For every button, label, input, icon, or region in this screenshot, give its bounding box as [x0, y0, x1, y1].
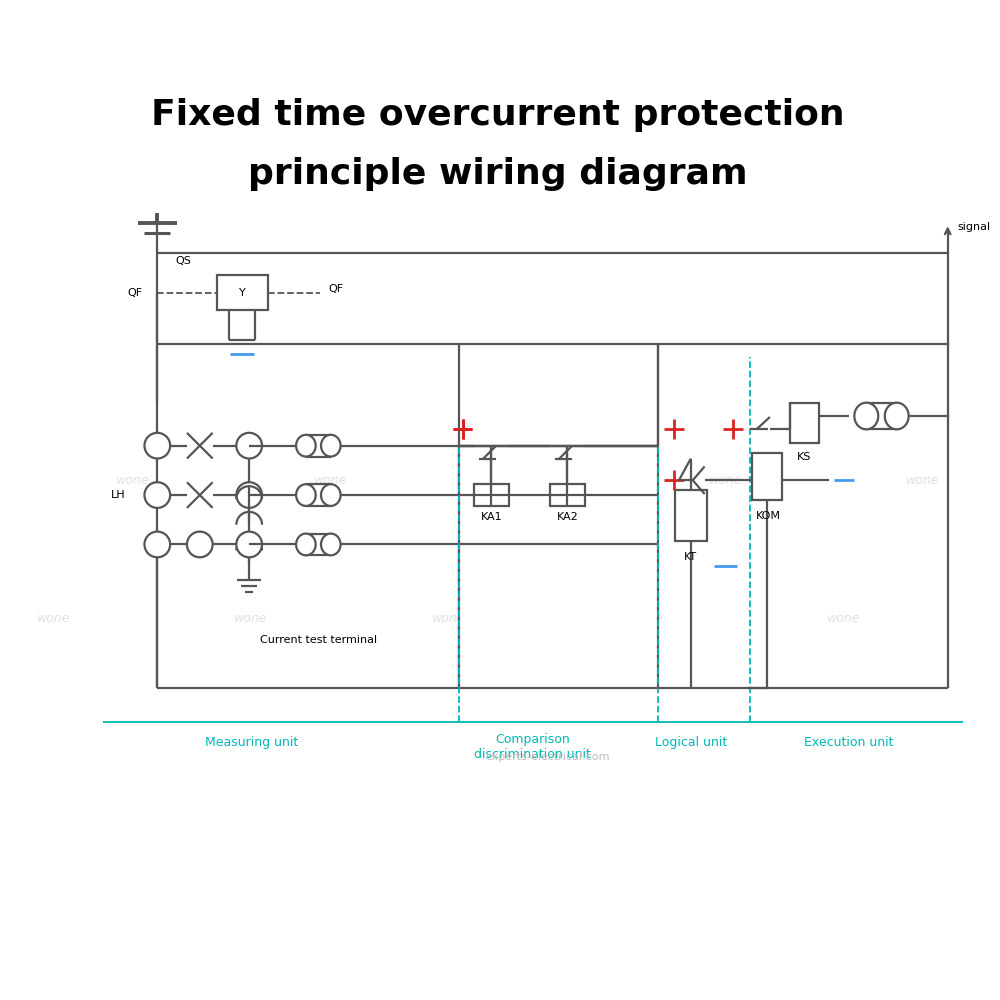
Text: QS: QS: [175, 256, 191, 266]
Text: KA1: KA1: [480, 512, 502, 522]
Text: wone: wone: [827, 612, 861, 625]
Text: QF: QF: [127, 288, 142, 298]
Text: Current test terminal: Current test terminal: [260, 635, 377, 645]
Text: principle wiring diagram: principle wiring diagram: [248, 157, 748, 191]
Bar: [474, 484, 509, 506]
Text: Comparison
discrimination unit: Comparison discrimination unit: [474, 733, 591, 761]
Ellipse shape: [321, 534, 341, 555]
Text: wone: wone: [116, 474, 149, 487]
Text: signal: signal: [958, 222, 991, 232]
Ellipse shape: [296, 534, 316, 555]
Ellipse shape: [854, 403, 878, 429]
Text: KS: KS: [797, 452, 812, 462]
Text: wone: wone: [234, 612, 268, 625]
Ellipse shape: [296, 484, 316, 506]
Bar: [675, 490, 707, 541]
Text: Measuring unit: Measuring unit: [205, 736, 298, 749]
Text: LH: LH: [111, 490, 126, 500]
Text: wone: wone: [709, 474, 742, 487]
Text: wone: wone: [432, 612, 466, 625]
Text: QF: QF: [328, 284, 343, 294]
Text: Logical unit: Logical unit: [655, 736, 727, 749]
Bar: [752, 453, 782, 500]
Ellipse shape: [296, 435, 316, 457]
Text: Y: Y: [239, 288, 246, 298]
Text: wone: wone: [630, 612, 663, 625]
Ellipse shape: [885, 403, 909, 429]
Circle shape: [236, 532, 262, 557]
Circle shape: [187, 532, 213, 557]
Circle shape: [144, 482, 170, 508]
Circle shape: [236, 482, 262, 508]
Text: Execution unit: Execution unit: [804, 736, 894, 749]
Bar: [217, 275, 268, 310]
Text: KT: KT: [684, 552, 697, 562]
Text: Fixed time overcurrent protection: Fixed time overcurrent protection: [151, 98, 845, 132]
Text: experts-electrical.com: experts-electrical.com: [485, 752, 610, 762]
Circle shape: [144, 433, 170, 459]
Circle shape: [236, 433, 262, 459]
Circle shape: [144, 532, 170, 557]
Bar: [550, 484, 585, 506]
Text: wone: wone: [313, 474, 347, 487]
Text: wone: wone: [37, 612, 70, 625]
Ellipse shape: [321, 484, 341, 506]
Text: KA2: KA2: [556, 512, 578, 522]
Text: KOM: KOM: [756, 511, 781, 521]
Text: wone: wone: [906, 474, 940, 487]
Text: wone: wone: [511, 474, 545, 487]
Ellipse shape: [321, 435, 341, 457]
Bar: [459, 446, 658, 688]
Bar: [790, 403, 819, 443]
